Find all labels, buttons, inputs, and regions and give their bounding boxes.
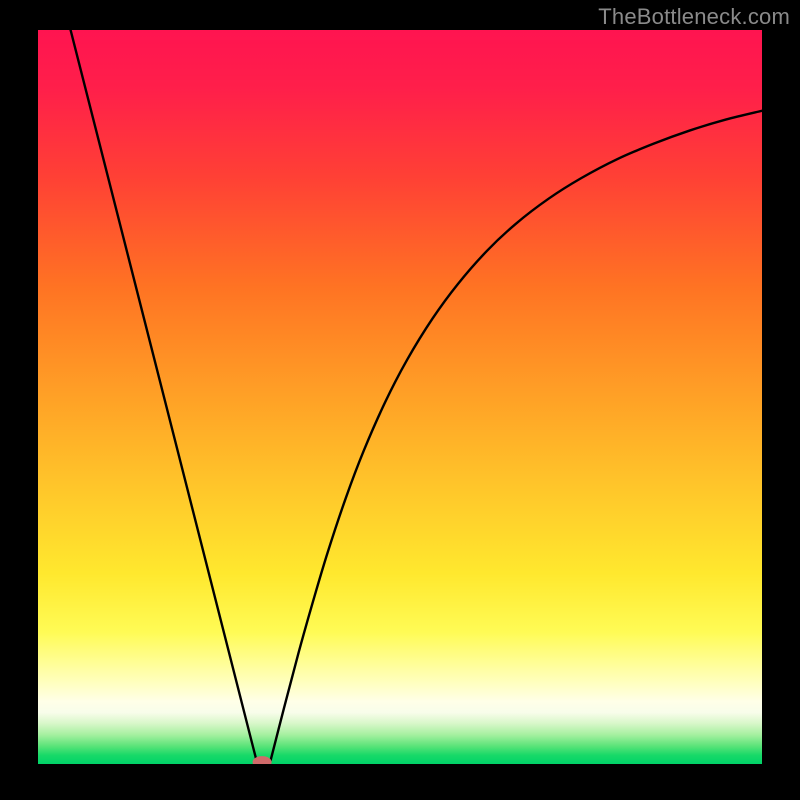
- curve-left-branch: [71, 30, 258, 764]
- chart-curve-layer: [38, 30, 762, 764]
- minimum-marker: [253, 756, 272, 764]
- watermark-text: TheBottleneck.com: [598, 4, 790, 30]
- chart-plot-area: [38, 30, 762, 764]
- curve-right-branch: [270, 111, 762, 764]
